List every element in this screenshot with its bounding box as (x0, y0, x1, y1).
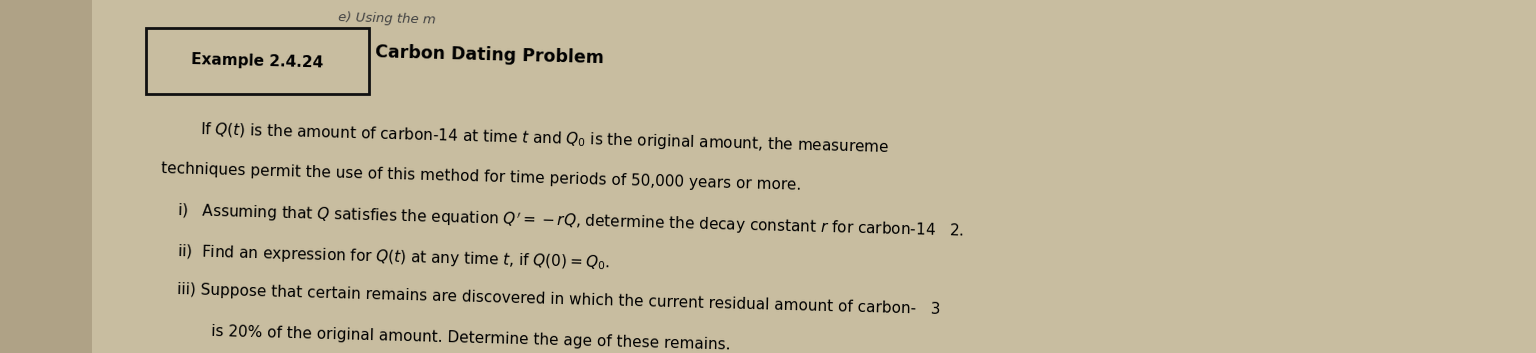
FancyBboxPatch shape (146, 28, 369, 94)
Text: techniques permit the use of this method for time periods of 50,000 years or mor: techniques permit the use of this method… (161, 161, 802, 192)
Text: is 20% of the original amount. Determine the age of these remains.: is 20% of the original amount. Determine… (177, 323, 730, 353)
Bar (0, 0, 92, 353)
Text: ii)  Find an expression for $Q(t)$ at any time $t$, if $Q(0)=Q_0$.: ii) Find an expression for $Q(t)$ at any… (177, 242, 610, 272)
Text: i)   Assuming that $Q$ satisfies the equation $Q'=-rQ$, determine the decay cons: i) Assuming that $Q$ satisfies the equat… (177, 201, 965, 241)
Text: Carbon Dating Problem: Carbon Dating Problem (369, 43, 604, 67)
Text: iii) Suppose that certain remains are discovered in which the current residual a: iii) Suppose that certain remains are di… (177, 282, 940, 317)
Text: Example 2.4.24: Example 2.4.24 (190, 52, 324, 70)
Text: e) Using the m: e) Using the m (338, 11, 436, 26)
Text: If $Q(t)$ is the amount of carbon-14 at time $t$ and $Q_0$ is the original amoun: If $Q(t)$ is the amount of carbon-14 at … (200, 120, 889, 157)
